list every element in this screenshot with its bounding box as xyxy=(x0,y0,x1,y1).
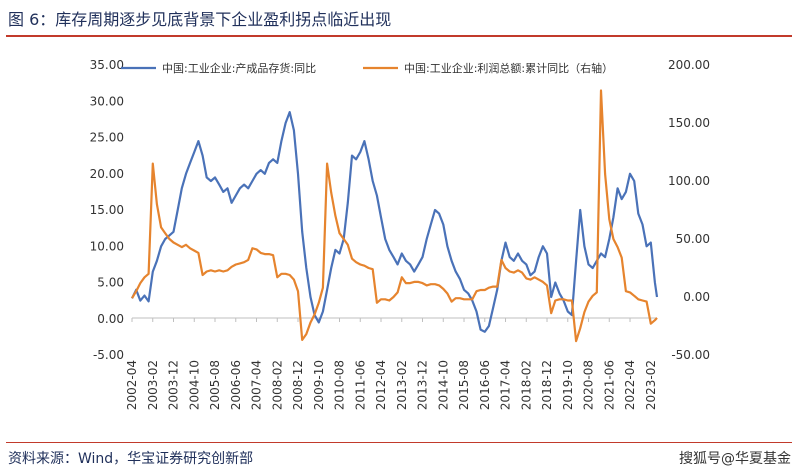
x-tick-label: 2017-04 xyxy=(499,360,513,410)
x-tick-label: 2011-06 xyxy=(353,360,367,410)
left-tick-label: 10.00 xyxy=(90,239,124,253)
left-tick-label: 15.00 xyxy=(90,203,124,217)
source-divider xyxy=(6,442,792,443)
right-tick-label: 100.00 xyxy=(668,174,710,188)
x-tick-label: 2009-10 xyxy=(312,360,326,410)
left-tick-label: 35.00 xyxy=(90,58,124,72)
series-line-inventory xyxy=(131,110,659,333)
watermark: 搜狐号@华夏基金 xyxy=(679,451,791,467)
right-axis-ticks: 200.00 150.00 100.00 50.00 0.00 -50.00 xyxy=(668,58,710,362)
x-tick-label: 2004-10 xyxy=(187,360,201,410)
x-tick-label: 2005-08 xyxy=(208,360,222,410)
chart: 35.00 30.00 25.00 20.00 15.00 10.00 5.00 0.00 -5… xyxy=(90,58,710,410)
x-tick-label: 2018-02 xyxy=(519,360,533,410)
left-tick-label: 5.00 xyxy=(97,276,124,290)
x-tick-label: 2012-04 xyxy=(374,360,388,410)
x-tick-label: 2018-12 xyxy=(540,360,554,410)
x-tick-label: 2013-02 xyxy=(395,360,409,410)
x-axis-ticks: 2002-04 2003-02 2003-12 2004-10 2005-08 2006-… xyxy=(125,318,658,410)
x-tick-label: 2022-04 xyxy=(623,360,637,410)
left-tick-label: 0.00 xyxy=(97,312,124,326)
left-axis-ticks: 35.00 30.00 25.00 20.00 15.00 10.00 5.00 0.00 -5… xyxy=(90,58,124,362)
left-tick-label: 25.00 xyxy=(90,131,124,145)
x-tick-label: 2019-10 xyxy=(561,360,575,410)
figure-title: 图 6：库存周期逐步见底背景下企业盈利拐点临近出现 xyxy=(8,10,392,29)
x-tick-label: 2020-08 xyxy=(582,360,596,410)
left-tick-label: 20.00 xyxy=(90,167,124,181)
legend-label-inventory: 中国:工业企业:产成品存货:同比 xyxy=(162,61,316,75)
legend: 中国:工业企业:产成品存货:同比 中国:工业企业:利润总额:累计同比（右轴） xyxy=(121,61,613,75)
x-tick-label: 2008-02 xyxy=(270,360,284,410)
title-divider xyxy=(6,35,792,37)
x-tick-label: 2007-04 xyxy=(250,360,264,410)
x-tick-label: 2021-06 xyxy=(602,360,616,410)
x-tick-label: 2010-08 xyxy=(333,360,347,410)
right-tick-label: 200.00 xyxy=(668,58,710,72)
series-line-profit xyxy=(131,89,658,343)
right-tick-label: -50.00 xyxy=(671,348,710,362)
legend-label-profit: 中国:工业企业:利润总额:累计同比（右轴） xyxy=(404,61,613,75)
x-tick-label: 2014-10 xyxy=(436,360,450,410)
x-tick-label: 2006-06 xyxy=(229,360,243,410)
right-tick-label: 0.00 xyxy=(683,290,710,304)
right-tick-label: 50.00 xyxy=(676,232,710,246)
x-tick-label: 2015-08 xyxy=(457,360,471,410)
x-tick-label: 2016-06 xyxy=(478,360,492,410)
x-tick-label: 2003-12 xyxy=(167,360,181,410)
right-tick-label: 150.00 xyxy=(668,116,710,130)
left-tick-label: 30.00 xyxy=(90,94,124,108)
x-tick-label: 2003-02 xyxy=(146,360,160,410)
x-tick-label: 2023-02 xyxy=(644,360,658,410)
x-tick-label: 2002-04 xyxy=(125,360,139,410)
x-tick-label: 2013-12 xyxy=(416,360,430,410)
left-tick-label: -5.00 xyxy=(93,348,124,362)
x-tick-label: 2008-12 xyxy=(291,360,305,410)
source-note: 资料来源：Wind，华宝证券研究创新部 xyxy=(8,451,254,467)
